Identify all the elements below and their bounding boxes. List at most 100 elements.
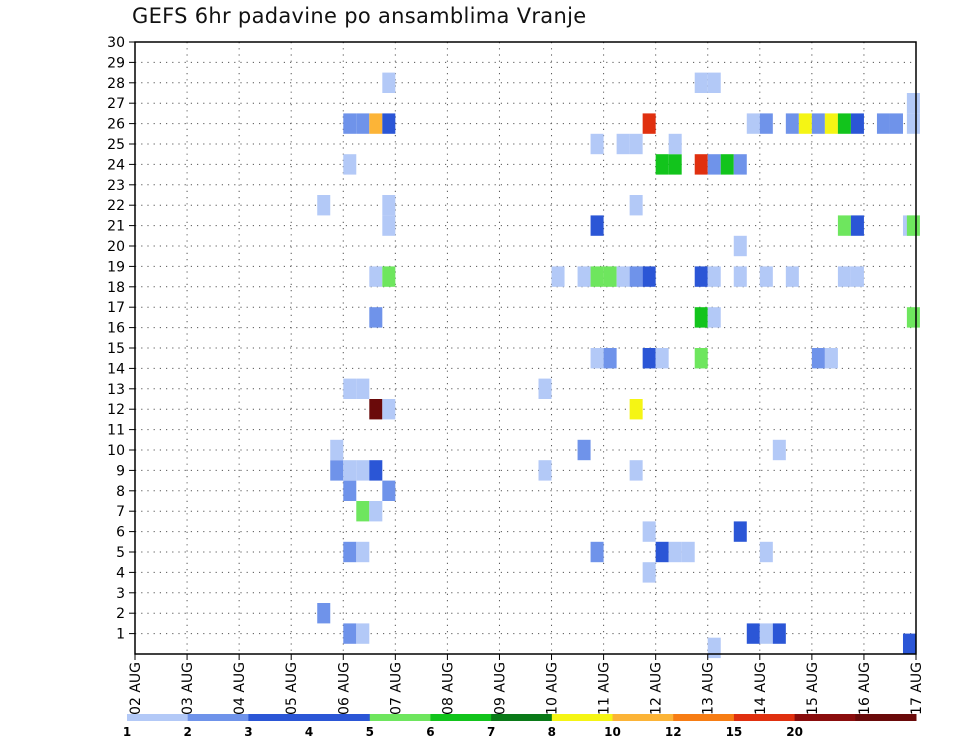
heatmap-cell xyxy=(356,501,370,522)
heatmap-cell xyxy=(707,266,721,287)
heatmap-cell xyxy=(906,307,920,328)
colorbar-swatch xyxy=(309,714,371,721)
colorbar-swatch xyxy=(855,714,917,721)
y-tick-label: 26 xyxy=(107,117,125,133)
heatmap-cell xyxy=(343,378,357,399)
heatmap-cell xyxy=(733,521,747,542)
heatmap-cell xyxy=(369,399,383,420)
colorbar-swatch xyxy=(733,714,796,721)
x-tick-label: 08 AUG xyxy=(440,662,456,715)
heatmap-cell xyxy=(356,460,370,481)
heatmap-cell xyxy=(733,266,747,287)
y-tick-label: 17 xyxy=(107,300,125,316)
x-tick-label: 06 AUG xyxy=(336,662,352,715)
x-tick-label: 03 AUG xyxy=(180,662,196,715)
heatmap-cell xyxy=(707,72,721,93)
y-tick-label: 9 xyxy=(116,463,125,479)
colorbar-swatch xyxy=(794,714,856,721)
y-tick-label: 30 xyxy=(107,35,125,51)
heatmap-cell xyxy=(824,348,838,369)
heatmap-cell xyxy=(538,378,552,399)
x-tick-label: 17 AUG xyxy=(909,662,925,715)
x-tick-label: 16 AUG xyxy=(857,662,873,715)
heatmap-cell xyxy=(655,348,669,369)
x-tick-label: 04 AUG xyxy=(232,662,248,715)
heatmap-cell xyxy=(707,154,721,175)
heatmap-cell xyxy=(759,623,773,644)
heatmap-cell xyxy=(668,154,682,175)
colorbar-label: 2 xyxy=(184,725,192,739)
colorbar-label: 5 xyxy=(366,725,374,739)
heatmap-cell xyxy=(616,133,630,155)
y-tick-label: 11 xyxy=(107,423,125,439)
colorbar-swatch xyxy=(248,714,310,721)
heatmap-cell xyxy=(343,623,357,644)
heatmap-cell xyxy=(785,113,799,134)
heatmap-cell xyxy=(356,623,370,644)
heatmap-cell xyxy=(681,541,695,563)
heatmap-cell xyxy=(343,154,357,175)
colorbar-label: 7 xyxy=(487,725,495,739)
y-tick-label: 16 xyxy=(107,321,125,337)
heatmap-cell xyxy=(590,215,604,236)
heatmap-cell xyxy=(811,113,825,134)
heatmap-cell xyxy=(889,113,903,134)
y-tick-label: 19 xyxy=(107,259,125,275)
x-tick-label: 09 AUG xyxy=(492,662,508,715)
heatmap-cell xyxy=(811,348,825,369)
heatmap-cell xyxy=(317,603,331,624)
x-tick-label: 10 AUG xyxy=(545,662,561,715)
heatmap-cell xyxy=(876,113,890,134)
heatmap-cell xyxy=(590,133,604,155)
colorbar-label: 4 xyxy=(305,725,313,739)
heatmap-cell xyxy=(343,480,357,501)
heatmap-cell xyxy=(642,113,656,134)
colorbar-swatch xyxy=(127,714,189,721)
colorbar-label: 3 xyxy=(244,725,252,739)
heatmap-cell xyxy=(629,133,643,155)
heatmap-cell xyxy=(707,307,721,328)
heatmap-cell xyxy=(850,113,864,134)
heatmap-cell xyxy=(655,154,669,175)
heatmap-cell xyxy=(759,266,773,287)
heatmap-cell xyxy=(330,439,344,461)
y-tick-label: 12 xyxy=(107,402,125,418)
heatmap-cell xyxy=(694,307,708,328)
heatmap-cell xyxy=(577,439,591,461)
heatmap-cell xyxy=(330,460,344,481)
x-tick-label: 02 AUG xyxy=(128,662,144,715)
heatmap-cell xyxy=(668,541,682,563)
heatmap-cell xyxy=(824,113,838,134)
heatmap-cell xyxy=(317,195,331,216)
heatmap-cell xyxy=(906,215,920,236)
heatmap-cell xyxy=(746,113,760,134)
heatmap-cell xyxy=(369,307,383,328)
heatmap-cell xyxy=(694,348,708,369)
y-tick-label: 10 xyxy=(107,443,125,459)
x-tick-label: 15 AUG xyxy=(805,662,821,715)
colorbar-label: 8 xyxy=(548,725,556,739)
y-tick-label: 28 xyxy=(107,76,125,92)
heatmap-cell xyxy=(577,266,591,287)
heatmap-cell xyxy=(906,113,920,134)
heatmap-cell xyxy=(382,113,396,134)
colorbar-swatch xyxy=(187,714,249,721)
heatmap-cell xyxy=(629,266,643,287)
y-tick-label: 2 xyxy=(116,606,125,622)
heatmap-cell xyxy=(850,266,864,287)
y-tick-label: 3 xyxy=(116,586,125,602)
colorbar-swatch xyxy=(491,714,553,721)
colorbar-label: 1 xyxy=(123,725,131,739)
heatmap-cell xyxy=(382,215,396,236)
heatmap-cell xyxy=(759,113,773,134)
heatmap-cell xyxy=(707,637,721,659)
heatmap-cell xyxy=(906,93,920,114)
y-tick-label: 25 xyxy=(107,137,125,153)
colorbar-swatch xyxy=(673,714,735,721)
heatmap-cell xyxy=(603,348,617,369)
heatmap-cell xyxy=(616,266,630,287)
y-tick-label: 13 xyxy=(107,382,125,398)
y-tick-label: 15 xyxy=(107,341,125,357)
colorbar-label: 20 xyxy=(786,725,803,739)
